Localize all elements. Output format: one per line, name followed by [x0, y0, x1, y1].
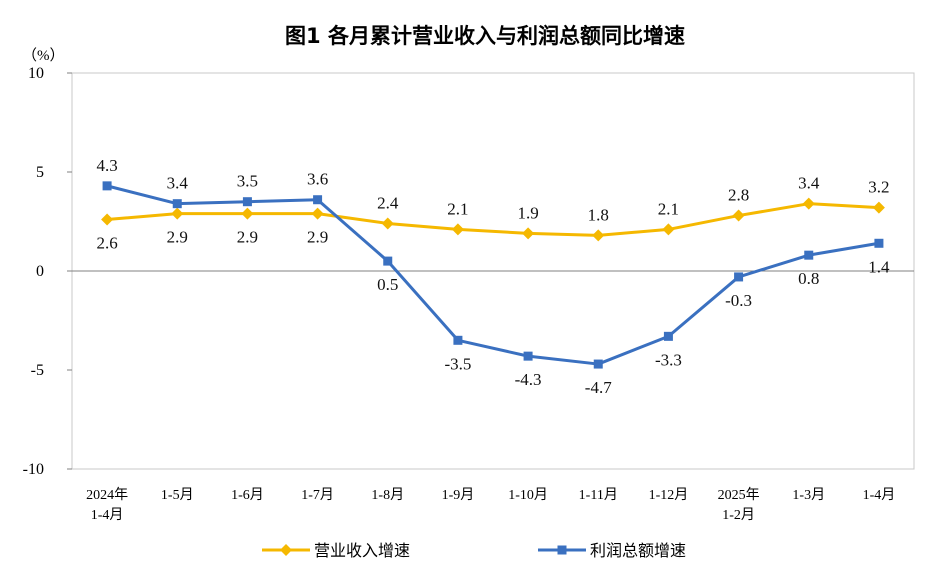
- y-tick-label: -5: [31, 362, 44, 379]
- y-tick-label: 0: [36, 263, 44, 280]
- revenue-point: [381, 217, 394, 230]
- profit-data-label: 0.8: [798, 269, 819, 288]
- profit-point: [874, 238, 884, 248]
- x-tick-label: 2024年 1-4月: [86, 487, 128, 523]
- profit-data-label: 3.4: [167, 174, 189, 193]
- y-axis-unit-label: （%）: [22, 47, 65, 64]
- revenue-data-label: 2.9: [307, 228, 328, 247]
- x-tick-label: 1-12月: [649, 487, 689, 503]
- revenue-data-label: 3.4: [798, 174, 820, 193]
- profit-data-label: -3.5: [444, 354, 471, 373]
- data-label-layer: 2.6 2.9 2.9 2.9 2.4 2.1 1.9 1.8 2.1 2.8 3.4 3.2 4.3 3…: [96, 156, 890, 397]
- revenue-data-label: 3.2: [868, 178, 889, 197]
- revenue-point: [662, 223, 675, 236]
- legend-label-revenue: 营业收入增速: [314, 541, 410, 560]
- x-tick-label: 1-4月: [863, 487, 896, 503]
- y-tick-label: 5: [36, 164, 44, 181]
- y-tick-label: -10: [23, 461, 44, 478]
- profit-data-label: 1.4: [868, 257, 890, 276]
- x-tick-label: 1-11月: [579, 487, 618, 503]
- chart-title: 图1 各月累计营业收入与利润总额同比增速: [285, 24, 685, 48]
- profit-point: [383, 256, 393, 266]
- profit-point: [663, 331, 673, 341]
- series-line-profit: [106, 184, 880, 366]
- revenue-data-label: 2.9: [237, 228, 258, 247]
- profit-data-label: -0.3: [725, 291, 752, 310]
- profit-data-label: -4.3: [515, 370, 542, 389]
- x-tick-label: 1-7月: [301, 487, 334, 503]
- revenue-data-label: 1.8: [588, 205, 609, 224]
- revenue-point: [101, 213, 114, 226]
- profit-point: [523, 351, 533, 361]
- profit-point: [734, 272, 744, 282]
- profit-point: [804, 250, 814, 260]
- profit-point: [313, 195, 323, 205]
- x-tick-label: 1-3月: [792, 487, 825, 503]
- revenue-data-label: 2.1: [658, 199, 679, 218]
- revenue-data-label: 2.6: [96, 234, 117, 253]
- series-line-revenue: [106, 202, 880, 237]
- revenue-point: [311, 207, 324, 220]
- profit-data-label: 0.5: [377, 275, 398, 294]
- profit-data-label: 3.6: [307, 170, 328, 189]
- x-axis: 2024年 1-4月 1-5月 1-6月 1-7月 1-8月 1-9月 1-10月 1-11月 1…: [86, 487, 895, 523]
- x-tick-label: 1-8月: [371, 487, 404, 503]
- x-tick-label: 2025年 1-2月: [718, 487, 760, 523]
- x-tick-label: 1-10月: [508, 487, 548, 503]
- revenue-data-label: 2.8: [728, 186, 749, 205]
- legend-marker-revenue: [280, 544, 292, 556]
- profit-data-label: 4.3: [96, 156, 117, 175]
- legend-marker-profit: [557, 545, 567, 555]
- revenue-point: [872, 201, 885, 214]
- profit-point: [593, 359, 603, 369]
- revenue-point: [171, 207, 184, 220]
- revenue-point: [451, 223, 464, 236]
- revenue-point: [592, 229, 605, 242]
- revenue-point: [732, 209, 745, 222]
- revenue-data-label: 2.1: [447, 199, 468, 218]
- y-axis: -10 -5 0 5 10: [23, 65, 914, 478]
- profit-point: [453, 335, 463, 345]
- revenue-point: [802, 197, 815, 210]
- series-layer: [101, 181, 885, 369]
- revenue-data-label: 1.9: [517, 203, 538, 222]
- legend: 营业收入增速 利润总额增速: [262, 541, 686, 560]
- x-tick-label: 1-9月: [442, 487, 475, 503]
- profit-point: [172, 199, 182, 209]
- revenue-data-label: 2.4: [377, 193, 399, 212]
- x-tick-label: 1-6月: [231, 487, 264, 503]
- revenue-point: [241, 207, 254, 220]
- y-tick-label: 10: [28, 65, 44, 82]
- revenue-point: [522, 227, 535, 240]
- revenue-data-label: 2.9: [167, 228, 188, 247]
- profit-point: [242, 197, 252, 207]
- legend-label-profit: 利润总额增速: [590, 541, 686, 560]
- profit-data-label: -4.7: [585, 378, 612, 397]
- profit-data-label: 3.5: [237, 172, 258, 191]
- x-tick-label: 1-5月: [161, 487, 194, 503]
- profit-data-label: -3.3: [655, 350, 682, 369]
- profit-point: [102, 181, 112, 191]
